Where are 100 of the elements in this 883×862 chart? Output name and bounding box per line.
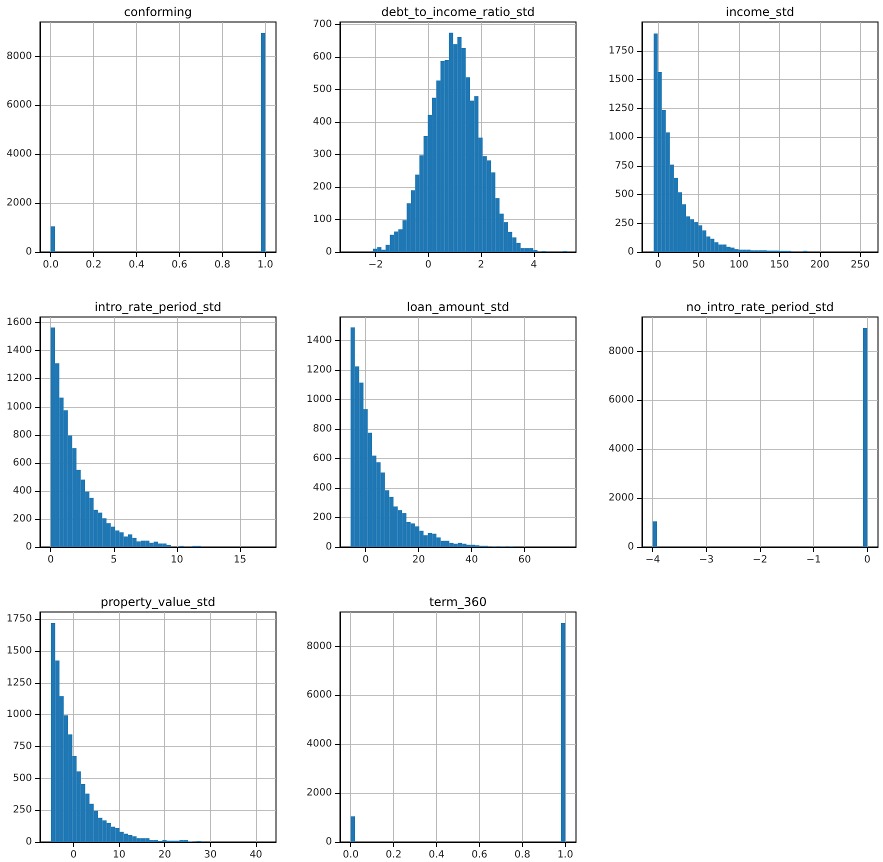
x-tick-label: 40 — [465, 554, 478, 566]
x-tick-label: 0.6 — [172, 260, 188, 270]
y-tick-label: 2000 — [608, 492, 634, 504]
y-tick-label: 400 — [312, 116, 332, 128]
x-tick-label: 1.0 — [257, 260, 274, 270]
y-tick-label: 0 — [326, 246, 332, 258]
y-tick-label: 6000 — [608, 394, 634, 406]
y-tick-label: 1000 — [608, 132, 634, 142]
x-tick-label: 40 — [250, 850, 262, 860]
y-tick-label: 600 — [312, 453, 332, 464]
y-tick-label: 1500 — [6, 645, 32, 656]
y-tick-label: 1200 — [306, 364, 332, 376]
y-tick-label: 400 — [12, 485, 32, 496]
x-tick-label: 0.0 — [42, 260, 59, 270]
y-tick-label: 500 — [614, 189, 634, 200]
y-tick-label: 300 — [312, 149, 332, 160]
x-tick-label: 1.0 — [557, 850, 574, 860]
x-tick-label: −2 — [368, 260, 383, 270]
y-tick-label: 200 — [312, 182, 332, 193]
y-tick-label: 1200 — [6, 373, 32, 384]
x-tick-label: 50 — [692, 260, 705, 270]
y-tick-label: 600 — [312, 52, 332, 63]
x-tick-label: 20 — [412, 554, 426, 566]
x-tick-label: 0 — [48, 554, 54, 566]
x-tick-label: 0.4 — [128, 260, 144, 270]
x-tick-label: 0.2 — [386, 850, 402, 860]
x-tick-label: −3 — [698, 554, 714, 566]
y-tick-label: 700 — [312, 19, 332, 30]
y-tick-label: 1600 — [6, 317, 32, 328]
x-tick-label: 4 — [530, 260, 537, 270]
y-tick-label: 8000 — [608, 346, 634, 357]
y-tick-label: 1250 — [6, 677, 32, 688]
x-tick-label: 0.8 — [514, 850, 530, 860]
y-tick-label: 750 — [614, 160, 634, 172]
y-tick-label: 2000 — [306, 788, 332, 799]
y-tick-label: 4000 — [6, 148, 32, 160]
y-tick-label: 250 — [614, 218, 634, 229]
y-tick-label: 500 — [12, 772, 32, 784]
x-tick-label: 0.0 — [342, 850, 359, 860]
y-tick-label: 0 — [628, 246, 634, 258]
x-tick-label: 15 — [234, 554, 246, 566]
x-tick-label: 0.8 — [214, 260, 230, 270]
chart-title: debt_to_income_ratio_std — [381, 5, 535, 19]
x-tick-label: −1 — [806, 554, 822, 566]
y-tick-label: 0 — [26, 246, 32, 258]
chart-title: intro_rate_period_std — [94, 300, 222, 314]
y-tick-label: 1750 — [608, 45, 634, 56]
y-tick-label: 1000 — [6, 401, 32, 412]
x-tick-label: 5 — [110, 554, 118, 566]
x-tick-label: −2 — [752, 554, 768, 566]
x-tick-label: 100 — [729, 260, 749, 270]
x-tick-label: 10 — [112, 850, 126, 860]
x-tick-label: 150 — [770, 260, 789, 270]
y-tick-label: 0 — [26, 836, 32, 848]
x-tick-label: 0.2 — [86, 260, 102, 270]
x-tick-label: 20 — [158, 850, 172, 860]
x-tick-label: 0.4 — [428, 850, 444, 860]
x-tick-label: 250 — [850, 260, 870, 270]
x-tick-label: 0 — [70, 850, 77, 860]
y-tick-label: 0 — [326, 836, 332, 848]
y-tick-label: 800 — [312, 424, 332, 435]
y-tick-label: 4000 — [306, 738, 332, 750]
y-tick-label: 200 — [12, 513, 32, 524]
x-tick-label: 30 — [204, 850, 217, 860]
y-tick-label: 0 — [326, 542, 332, 552]
x-tick-label: 0.6 — [472, 850, 488, 860]
y-tick-label: 6000 — [6, 100, 32, 111]
chart-title: property_value_std — [100, 595, 216, 609]
x-tick-label: 200 — [810, 260, 830, 270]
y-tick-label: 1000 — [6, 709, 32, 720]
y-tick-label: 1000 — [306, 394, 332, 406]
chart-title: term_360 — [429, 595, 487, 609]
y-tick-label: 0 — [628, 542, 634, 552]
x-tick-label: 0 — [362, 554, 369, 566]
y-tick-label: 100 — [312, 214, 332, 226]
chart-title: conforming — [124, 5, 192, 19]
chart-title: no_intro_rate_period_std — [686, 300, 834, 314]
y-tick-label: 250 — [12, 804, 32, 816]
y-tick-label: 1500 — [608, 74, 634, 85]
chart-title: income_std — [726, 5, 794, 19]
y-tick-label: 8000 — [306, 640, 332, 652]
x-tick-label: 0 — [864, 554, 870, 566]
x-tick-label: 10 — [170, 554, 184, 566]
y-tick-label: 1400 — [6, 345, 32, 356]
y-tick-label: 1250 — [608, 102, 634, 114]
y-tick-label: 4000 — [608, 444, 634, 455]
y-tick-label: 500 — [312, 84, 332, 96]
y-tick-label: 8000 — [6, 50, 32, 62]
x-tick-label: 60 — [518, 554, 531, 566]
chart-title: loan_amount_std — [406, 300, 510, 314]
y-tick-label: 200 — [312, 512, 332, 524]
y-tick-label: 6000 — [306, 690, 332, 701]
x-tick-label: 0 — [654, 260, 662, 270]
y-tick-label: 1750 — [6, 614, 32, 625]
y-tick-label: 400 — [312, 482, 332, 494]
y-tick-label: 750 — [12, 740, 32, 752]
y-tick-label: 800 — [12, 429, 32, 440]
y-tick-label: 0 — [26, 542, 32, 552]
x-tick-label: 2 — [478, 260, 484, 270]
y-tick-label: 1400 — [306, 335, 332, 346]
